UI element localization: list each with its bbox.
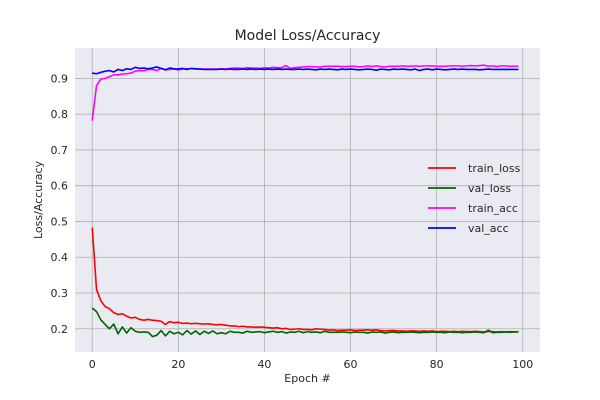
legend: train_loss val_loss train_acc val_acc <box>428 162 521 235</box>
y-tick-label: 0.3 <box>51 287 69 300</box>
y-axis-label: Loss/Accuracy <box>32 160 45 239</box>
series-line-train-loss <box>91 227 519 333</box>
x-tick-label: 0 <box>89 358 96 371</box>
chart-title: Model Loss/Accuracy <box>235 28 381 44</box>
x-axis-label: Epoch # <box>284 372 330 385</box>
legend-label: val_acc <box>468 222 509 235</box>
x-tick-label: 40 <box>257 358 271 371</box>
series-line-val-loss <box>91 307 519 338</box>
y-tick-label: 0.8 <box>51 108 69 121</box>
y-tick-label: 0.2 <box>51 323 69 336</box>
y-tick-label: 0.5 <box>51 215 69 228</box>
x-tick-label: 60 <box>344 358 358 371</box>
y-tick-label: 0.7 <box>51 144 69 157</box>
legend-label: train_acc <box>468 202 518 215</box>
x-tick-label: 20 <box>171 358 185 371</box>
series-line-val-acc <box>92 66 519 75</box>
y-axis-ticks: 0.2 0.3 0.4 0.5 0.6 0.7 0.8 0.9 <box>51 72 69 335</box>
plot-area <box>75 48 540 352</box>
y-tick-label: 0.6 <box>51 180 69 193</box>
y-tick-label: 0.4 <box>51 251 69 264</box>
x-tick-label: 80 <box>430 358 444 371</box>
legend-label: train_loss <box>468 162 521 175</box>
x-axis-ticks: 0 20 40 60 80 100 <box>89 358 534 371</box>
series-lines <box>91 64 519 338</box>
grid-lines <box>75 48 540 352</box>
legend-label: val_loss <box>468 182 511 195</box>
y-tick-label: 0.9 <box>51 72 69 85</box>
x-tick-label: 100 <box>512 358 533 371</box>
